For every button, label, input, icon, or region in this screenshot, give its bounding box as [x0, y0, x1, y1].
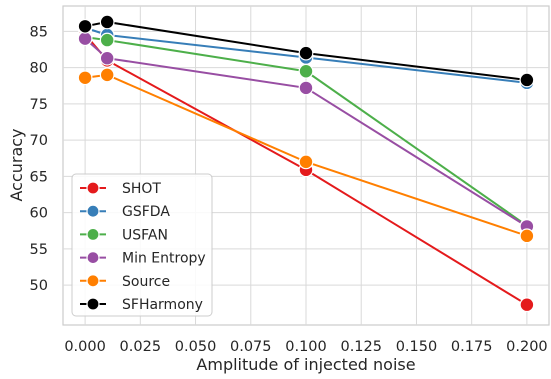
legend-item: SHOT [80, 181, 161, 197]
series-line [84, 26, 528, 84]
legend-marker [86, 251, 100, 265]
y-axis-label: Accuracy [7, 128, 26, 201]
data-point [99, 32, 115, 48]
data-point [77, 70, 93, 86]
data-point [77, 18, 93, 34]
x-tick-label: 0.025 [120, 339, 162, 355]
y-tick-label: 65 [30, 169, 48, 185]
data-point [99, 50, 115, 66]
legend-item: Source [80, 274, 170, 290]
y-tick-label: 75 [30, 97, 48, 113]
x-tick-label: 0.125 [340, 339, 382, 355]
data-point [99, 67, 115, 83]
data-point [298, 45, 314, 61]
legend-label: USFAN [122, 227, 168, 243]
x-tick-label: 0.200 [506, 339, 548, 355]
legend-marker [86, 227, 100, 241]
y-tick-label: 85 [30, 24, 48, 40]
legend-item: SFHarmony [80, 297, 203, 313]
y-axis-ticks: 50 55 60 65 70 75 80 85 [30, 24, 48, 294]
legend-label: GSFDA [122, 204, 170, 220]
legend-marker [86, 274, 100, 288]
data-point [519, 228, 535, 244]
data-point [519, 297, 535, 313]
series-source [77, 67, 535, 244]
legend: SHOT GSFDA USFAN Min Entropy Source SFHarmony [71, 173, 213, 317]
series-line [84, 20, 528, 81]
x-tick-label: 0.175 [451, 339, 493, 355]
legend-item: USFAN [80, 227, 168, 243]
series-line [84, 36, 528, 227]
legend-label: Min Entropy [122, 251, 206, 267]
data-point [298, 63, 314, 79]
data-point [99, 14, 115, 30]
x-tick-label: 0.000 [64, 339, 106, 355]
x-axis-ticks: 0.000 0.025 0.050 0.075 0.100 0.125 0.150 0.175… [64, 339, 547, 355]
data-point [77, 31, 93, 47]
legend-item: Min Entropy [80, 251, 206, 267]
legend-label: Source [122, 274, 170, 290]
legend-marker [86, 181, 100, 195]
legend-marker [86, 204, 100, 218]
series-group [77, 14, 535, 313]
x-tick-label: 0.075 [230, 339, 272, 355]
data-point [519, 72, 535, 88]
y-tick-label: 60 [30, 206, 48, 222]
legend-item: GSFDA [80, 204, 170, 220]
series-sfharmony [77, 14, 535, 88]
series-min-entropy [77, 31, 535, 234]
y-tick-label: 80 [30, 61, 48, 77]
series-line [84, 37, 528, 228]
legend-box [71, 173, 213, 317]
legend-marker [86, 297, 100, 311]
y-tick-label: 55 [30, 242, 48, 258]
x-tick-label: 0.150 [396, 339, 438, 355]
x-tick-label: 0.050 [175, 339, 217, 355]
x-tick-label: 0.100 [285, 339, 327, 355]
y-tick-label: 50 [30, 278, 48, 294]
data-point [298, 80, 314, 96]
data-point [298, 154, 314, 170]
series-line [84, 73, 528, 237]
legend-label: SFHarmony [122, 297, 203, 313]
legend-label: SHOT [122, 181, 161, 197]
y-tick-label: 70 [30, 133, 48, 149]
x-axis-label: Amplitude of injected noise [196, 355, 415, 374]
